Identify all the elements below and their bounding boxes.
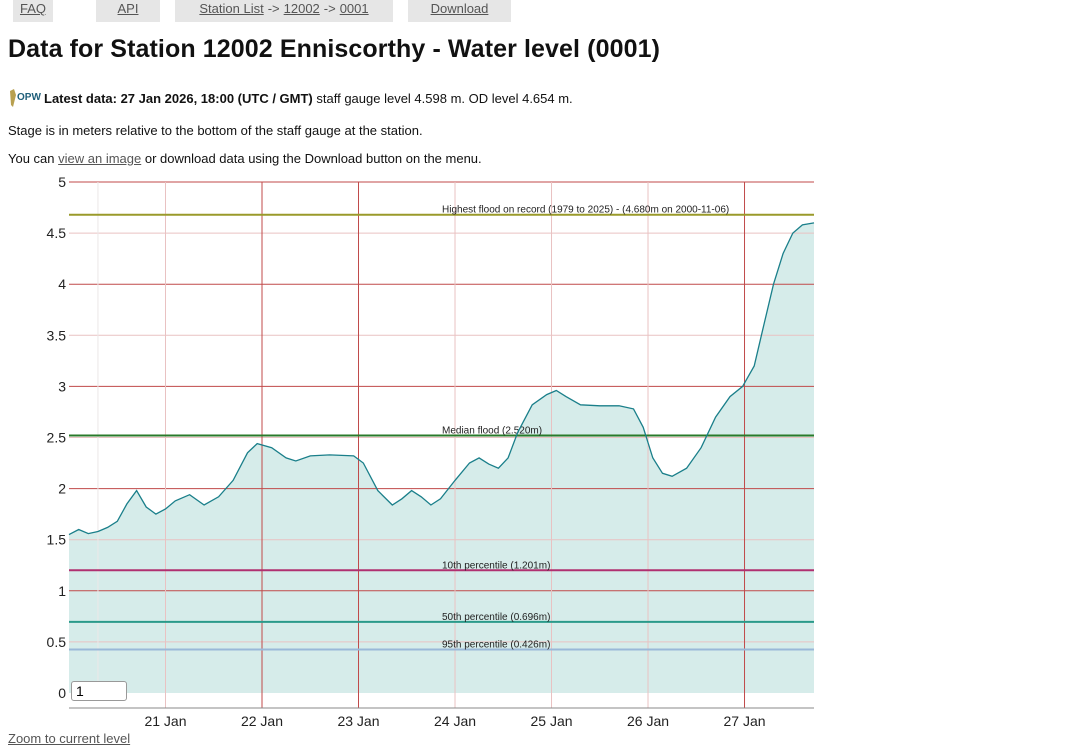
stage-note: Stage is in meters relative to the botto…	[8, 123, 423, 138]
download-note-suffix: or download data using the Download butt…	[141, 151, 482, 166]
latest-data-line: OPW Latest data: 27 Jan 2026, 18:00 (UTC…	[8, 86, 573, 110]
x-tick-label: 21 Jan	[144, 713, 186, 729]
y-tick-label: 1	[58, 583, 66, 599]
x-tick-label: 26 Jan	[627, 713, 669, 729]
y-tick-label: 1.5	[47, 532, 67, 548]
x-tick-label: 22 Jan	[241, 713, 283, 729]
breadcrumb-separator: ->	[323, 1, 336, 16]
y-tick-label: 4	[58, 276, 66, 292]
reference-line-label: 50th percentile (0.696m)	[442, 612, 550, 623]
nav-faq-link[interactable]: FAQ	[19, 1, 46, 16]
y-tick-label: 3.5	[47, 327, 67, 343]
download-note: You can view an image or download data u…	[8, 151, 482, 166]
latest-data-values: staff gauge level 4.598 m. OD level 4.65…	[312, 90, 573, 106]
water-level-chart[interactable]: 0 0.5 1 1.5 2 2.5 3 3.5 4 4.5 5 21 Jan 22 Jan 23 Jan 2…	[0, 175, 830, 735]
level-input[interactable]	[71, 681, 127, 701]
opw-logo: OPW	[8, 86, 42, 110]
nav-tab-download[interactable]: Download	[408, 0, 511, 22]
y-tick-label: 3	[58, 378, 66, 394]
reference-line-label: 10th percentile (1.201m)	[442, 560, 550, 571]
breadcrumb-separator: ->	[267, 1, 280, 16]
reference-line-label: 95th percentile (0.426m)	[442, 639, 550, 650]
breadcrumb: Station List -> 12002 -> 0001	[175, 0, 393, 18]
breadcrumb-station[interactable]: 12002	[283, 1, 320, 16]
y-tick-label: 2.5	[47, 430, 67, 446]
breadcrumb-sensor[interactable]: 0001	[339, 1, 369, 16]
y-tick-label: 0	[58, 685, 66, 701]
x-tick-label: 25 Jan	[530, 713, 572, 729]
zoom-to-current-level-link[interactable]: Zoom to current level	[8, 731, 131, 746]
reference-line-label: Median flood (2.520m)	[442, 425, 542, 436]
nav-tab-api[interactable]: API	[96, 0, 160, 22]
x-tick-label: 27 Jan	[723, 713, 765, 729]
reference-line-label: Highest flood on record (1979 to 2025) -…	[442, 205, 729, 216]
y-tick-label: 2	[58, 481, 66, 497]
x-tick-label: 24 Jan	[434, 713, 476, 729]
breadcrumb-station-list[interactable]: Station List	[199, 1, 264, 16]
series-area	[69, 222, 814, 693]
nav-api-link[interactable]: API	[117, 1, 139, 16]
x-tick-label: 23 Jan	[337, 713, 379, 729]
page-title: Data for Station 12002 Enniscorthy - Wat…	[8, 35, 661, 63]
y-tick-label: 4.5	[47, 225, 67, 241]
y-tick-label: 0.5	[47, 634, 67, 650]
y-tick-label: 5	[58, 175, 66, 190]
nav-tab-breadcrumb: Station List -> 12002 -> 0001	[175, 0, 393, 22]
view-image-link[interactable]: view an image	[58, 151, 142, 166]
logo-text: OPW	[17, 92, 41, 103]
download-note-prefix: You can	[8, 151, 59, 166]
series-line	[68, 222, 815, 536]
nav-tab-faq[interactable]: FAQ	[13, 0, 53, 22]
latest-data-label: Latest data: 27 Jan 2026, 18:00 (UTC / G…	[44, 90, 313, 106]
nav-download-link[interactable]: Download	[430, 1, 489, 16]
